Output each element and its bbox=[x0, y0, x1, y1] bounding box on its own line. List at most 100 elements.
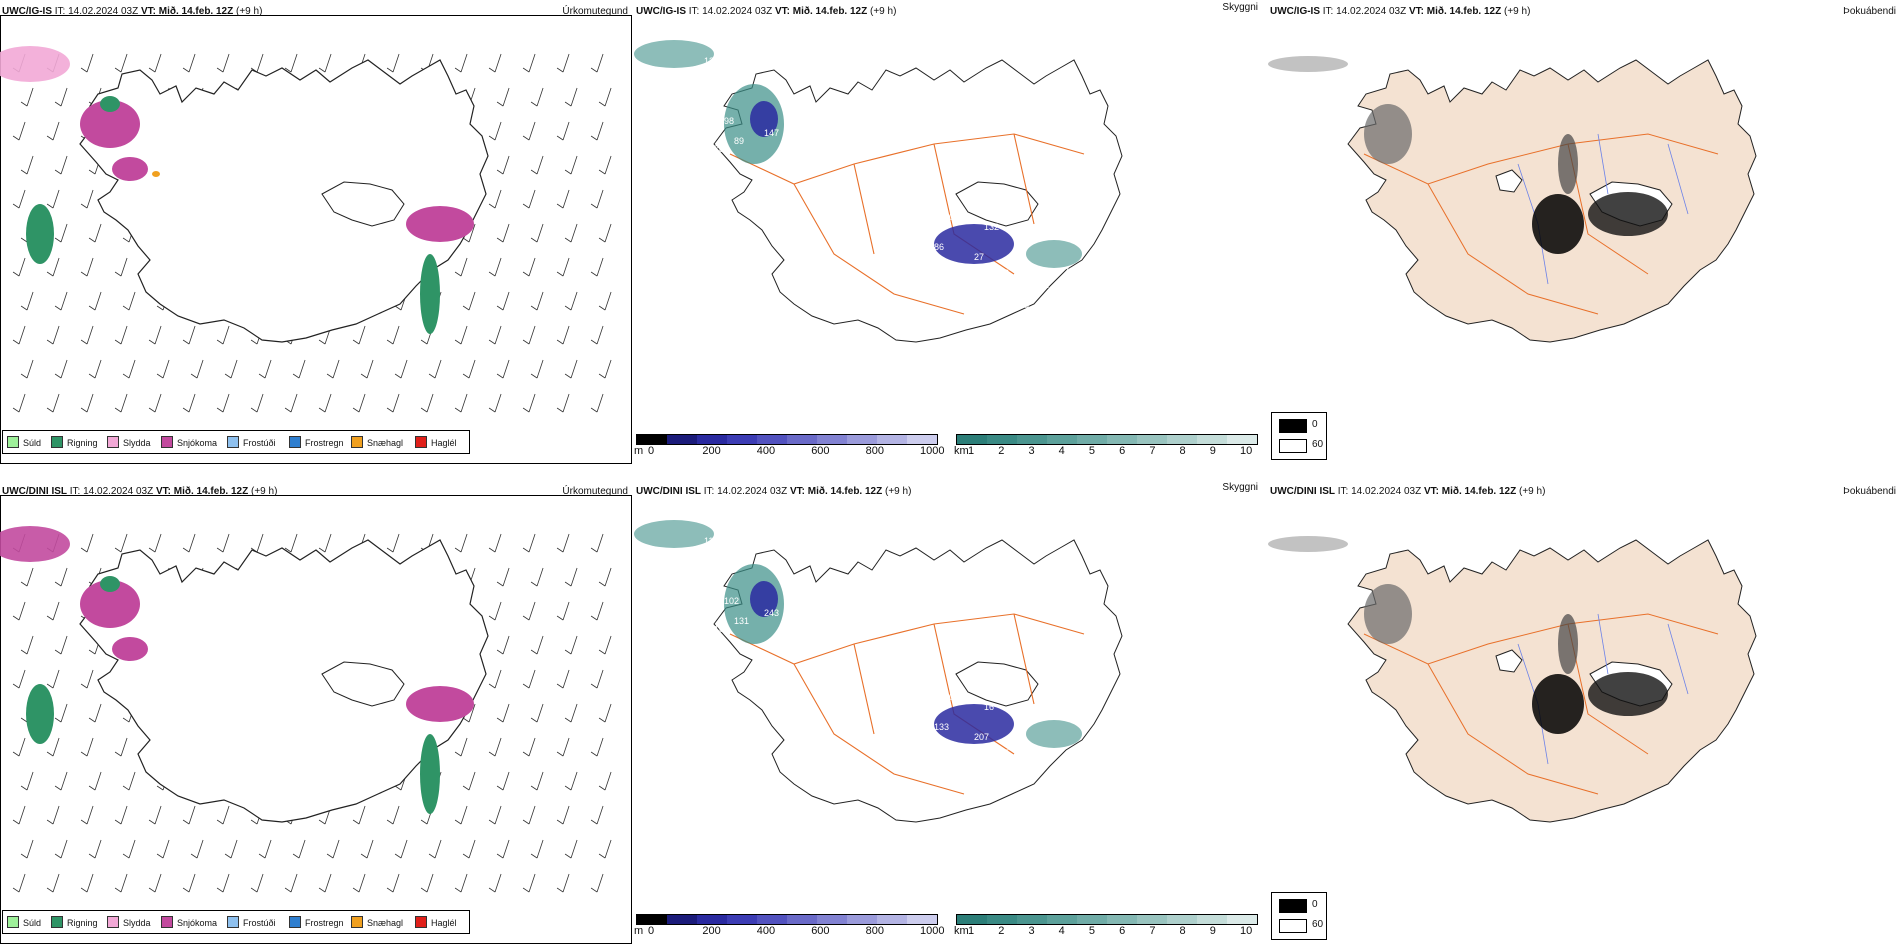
wind-barb bbox=[530, 155, 544, 175]
visibility-label: 28 bbox=[974, 746, 984, 756]
wind-barb bbox=[394, 839, 408, 859]
wind-barb bbox=[488, 189, 502, 209]
legend-label: Haglél bbox=[431, 438, 457, 448]
legend-swatch bbox=[161, 436, 173, 448]
wind-barb bbox=[462, 839, 476, 859]
wind-barb bbox=[12, 121, 26, 141]
initial-time: IT: 14.02.2024 03Z bbox=[1337, 486, 1422, 497]
wind-barb bbox=[386, 805, 400, 825]
wind-barb bbox=[530, 291, 544, 311]
wind-barb bbox=[590, 393, 604, 413]
glacier-outline bbox=[955, 661, 1039, 707]
lead-time: (+9 h) bbox=[1504, 6, 1531, 17]
wind-barb bbox=[54, 839, 68, 859]
scale-swatch bbox=[1017, 435, 1047, 444]
lead-time: (+9 h) bbox=[870, 6, 897, 17]
scale-swatch bbox=[1107, 435, 1137, 444]
wind-barb bbox=[590, 873, 604, 893]
fog-dense bbox=[1588, 192, 1668, 236]
wind-barb bbox=[20, 87, 34, 107]
vis-km-scale-tick: 7 bbox=[1149, 445, 1156, 457]
legend-swatch bbox=[7, 436, 19, 448]
wind-barb bbox=[522, 601, 536, 621]
wind-barb bbox=[462, 291, 476, 311]
wind-barb bbox=[88, 291, 102, 311]
wind-barb bbox=[224, 839, 238, 859]
wind-barb bbox=[12, 873, 26, 893]
scale-swatch bbox=[987, 915, 1017, 924]
fog-map bbox=[1268, 56, 1757, 343]
vis-km-scale-tick: 3 bbox=[1028, 445, 1035, 457]
sleet-area bbox=[0, 526, 70, 562]
fog-legend-label: 60 bbox=[1312, 439, 1324, 450]
wind-barb bbox=[556, 873, 570, 893]
model-name: UWC/IG-IS bbox=[1270, 6, 1320, 17]
wind-barb bbox=[488, 53, 502, 73]
visibility-label: 78 bbox=[714, 144, 724, 154]
vis-m-scale-tick: 0 bbox=[648, 445, 655, 457]
wind-barb bbox=[326, 359, 340, 379]
wind-barb bbox=[326, 839, 340, 859]
wind-barb bbox=[284, 53, 298, 73]
wind-barb bbox=[80, 53, 94, 73]
wind-barb bbox=[522, 393, 536, 413]
wind-barb bbox=[148, 533, 162, 553]
visibility-label: 309 bbox=[784, 138, 799, 148]
visibility-label: 131 bbox=[734, 616, 749, 626]
wind-barb bbox=[556, 189, 570, 209]
wind-barb bbox=[556, 737, 570, 757]
vis-m-scale-bar bbox=[636, 914, 938, 925]
wind-barb bbox=[522, 121, 536, 141]
vis-m-scale-unit: m bbox=[634, 445, 644, 457]
visibility-label: 185 bbox=[994, 748, 1009, 758]
legend-swatch bbox=[289, 436, 301, 448]
wind-barb bbox=[54, 359, 68, 379]
legend-label: Súld bbox=[23, 918, 42, 928]
snow-area bbox=[112, 637, 148, 661]
visibility-areas bbox=[634, 40, 1082, 268]
legend-label: Frostregn bbox=[305, 918, 344, 928]
scale-swatch bbox=[727, 435, 757, 444]
visibility-scale: m 0 200 400 600 800 1000 km 1 2 3 4 5 6 7 8 9 10 bbox=[634, 434, 1266, 464]
legend-item: Snjókoma bbox=[161, 916, 217, 928]
visibility-label: 132 bbox=[984, 222, 999, 232]
wind-barb bbox=[598, 839, 612, 859]
scale-swatch bbox=[907, 915, 937, 924]
wind-barb bbox=[598, 703, 612, 723]
wind-barb bbox=[54, 771, 68, 791]
wind-barb bbox=[360, 359, 374, 379]
fog-moderate bbox=[1364, 584, 1412, 644]
wind-barb bbox=[54, 87, 68, 107]
wind-barb bbox=[360, 839, 374, 859]
precip-type-map bbox=[0, 46, 612, 413]
vis-km-scale-tick: 10 bbox=[1240, 925, 1253, 937]
panel-title: Úrkomutegund bbox=[562, 486, 628, 497]
scale-swatch bbox=[757, 915, 787, 924]
fog-legend-label: 0 bbox=[1312, 899, 1318, 910]
visibility-label: 243 bbox=[764, 608, 779, 618]
iceland-coastline bbox=[79, 59, 489, 343]
legend-swatch bbox=[107, 916, 119, 928]
wind-barb bbox=[20, 359, 34, 379]
scale-swatch bbox=[787, 435, 817, 444]
wind-barb bbox=[462, 703, 476, 723]
wind-barb bbox=[386, 533, 400, 553]
vis-m-scale-tick: 400 bbox=[756, 925, 776, 937]
legend-swatch bbox=[289, 916, 301, 928]
wind-barb bbox=[20, 155, 34, 175]
model-name: UWC/DINI ISL bbox=[1270, 486, 1335, 497]
vis-km-scale-tick: 6 bbox=[1119, 445, 1126, 457]
legend-item: Súld bbox=[7, 916, 41, 928]
visibility-label: 90 bbox=[974, 266, 984, 276]
precip-type-legend: Súld Rigning Slydda Snjókoma Frostúði Frostre… bbox=[2, 910, 470, 934]
wind-barb bbox=[156, 359, 170, 379]
precip-type-frame bbox=[0, 495, 632, 944]
low-vis-m bbox=[934, 224, 1014, 264]
wind-barb bbox=[12, 325, 26, 345]
rain-area bbox=[420, 734, 440, 814]
fog-moderate bbox=[1558, 134, 1578, 194]
initial-time: IT: 14.02.2024 03Z bbox=[69, 486, 154, 497]
wind-barb bbox=[182, 805, 196, 825]
valid-time: VT: Mið. 14.feb. 12Z bbox=[1423, 486, 1517, 497]
visibility-label: 73 bbox=[1064, 266, 1074, 276]
